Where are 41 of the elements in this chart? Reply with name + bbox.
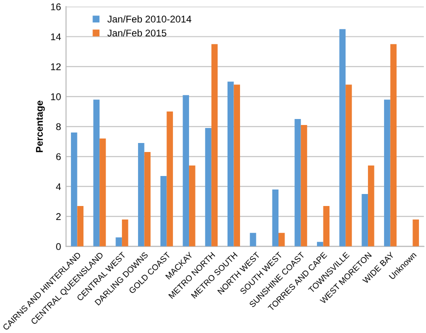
bar bbox=[300, 125, 308, 246]
bar bbox=[339, 29, 346, 246]
y-tick-label: 6 bbox=[56, 153, 61, 160]
bar bbox=[160, 176, 167, 246]
bar bbox=[390, 44, 397, 246]
y-tick-label: 16 bbox=[51, 3, 61, 10]
bar bbox=[368, 166, 374, 246]
bar bbox=[228, 82, 234, 246]
bar bbox=[346, 84, 352, 246]
y-tick-label: 2 bbox=[56, 213, 61, 220]
bar bbox=[384, 100, 390, 246]
bar bbox=[205, 128, 212, 246]
y-tick-label: 10 bbox=[51, 93, 61, 100]
bar bbox=[189, 166, 196, 246]
bar bbox=[272, 189, 278, 246]
bar bbox=[323, 206, 330, 246]
bar bbox=[166, 112, 173, 246]
y-tick-label: 14 bbox=[51, 33, 61, 40]
y-tick-label: 0 bbox=[56, 243, 61, 250]
bar bbox=[412, 219, 419, 246]
y-axis-title: Percentage bbox=[36, 100, 45, 152]
bar bbox=[70, 132, 78, 246]
bar bbox=[182, 95, 190, 246]
bar bbox=[77, 206, 84, 246]
bar bbox=[362, 194, 368, 246]
bar bbox=[144, 152, 151, 246]
bar bbox=[250, 232, 256, 246]
y-tick-label: 12 bbox=[51, 63, 61, 70]
y-tick-label: 4 bbox=[56, 183, 61, 190]
bar bbox=[138, 143, 144, 246]
y-tick-label: 8 bbox=[56, 123, 61, 130]
bar bbox=[100, 138, 106, 246]
bar bbox=[93, 100, 100, 246]
bar bbox=[211, 44, 218, 246]
bar bbox=[294, 119, 301, 246]
bar bbox=[122, 219, 128, 246]
bar bbox=[234, 84, 240, 246]
legend-label: Jan/Feb 2015 bbox=[107, 29, 166, 36]
bar bbox=[278, 232, 285, 246]
legend-label: Jan/Feb 2010-2014 bbox=[107, 15, 192, 23]
bar bbox=[116, 237, 122, 246]
